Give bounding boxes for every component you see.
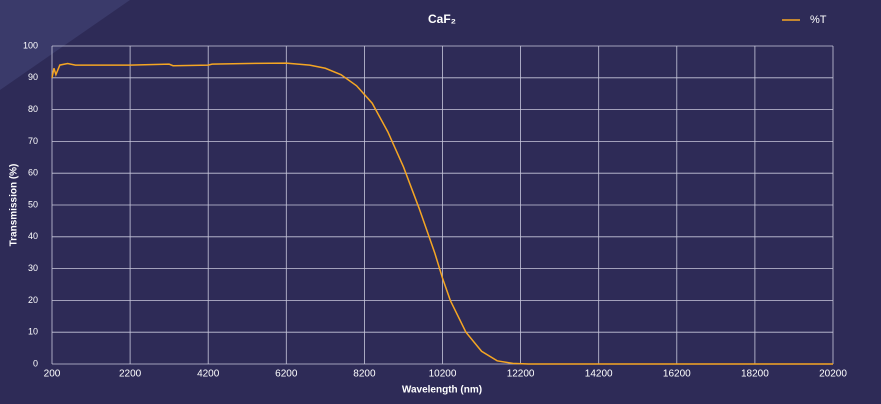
x-tick-label: 4200 [197, 369, 220, 380]
y-tick-label: 50 [28, 199, 38, 209]
y-tick-label: 100 [23, 40, 38, 50]
chart-title: CaF₂ [428, 12, 456, 26]
y-axis-label: Transmission (%) [9, 164, 20, 247]
x-tick-label: 10200 [429, 369, 457, 380]
x-tick-label: 12200 [507, 369, 535, 380]
y-tick-label: 80 [28, 104, 38, 114]
y-tick-label: 70 [28, 136, 38, 146]
y-tick-label: 0 [33, 358, 38, 368]
x-tick-label: 8200 [353, 369, 376, 380]
x-tick-label: 20200 [819, 369, 847, 380]
x-tick-label: 200 [44, 369, 61, 380]
x-tick-label: 16200 [663, 369, 691, 380]
y-tick-label: 20 [28, 295, 38, 305]
x-axis-label: Wavelength (nm) [402, 385, 482, 396]
x-tick-label: 14200 [585, 369, 613, 380]
x-tick-label: 2200 [119, 369, 142, 380]
y-tick-label: 60 [28, 168, 38, 178]
x-tick-label: 18200 [741, 369, 769, 380]
y-tick-label: 40 [28, 231, 38, 241]
y-tick-label: 90 [28, 72, 38, 82]
x-tick-label: 6200 [275, 369, 298, 380]
background-accent [0, 0, 130, 90]
y-tick-label: 10 [28, 327, 38, 337]
legend-label: %T [810, 14, 827, 26]
data-line [51, 62, 833, 365]
y-tick-label: 30 [28, 263, 38, 273]
